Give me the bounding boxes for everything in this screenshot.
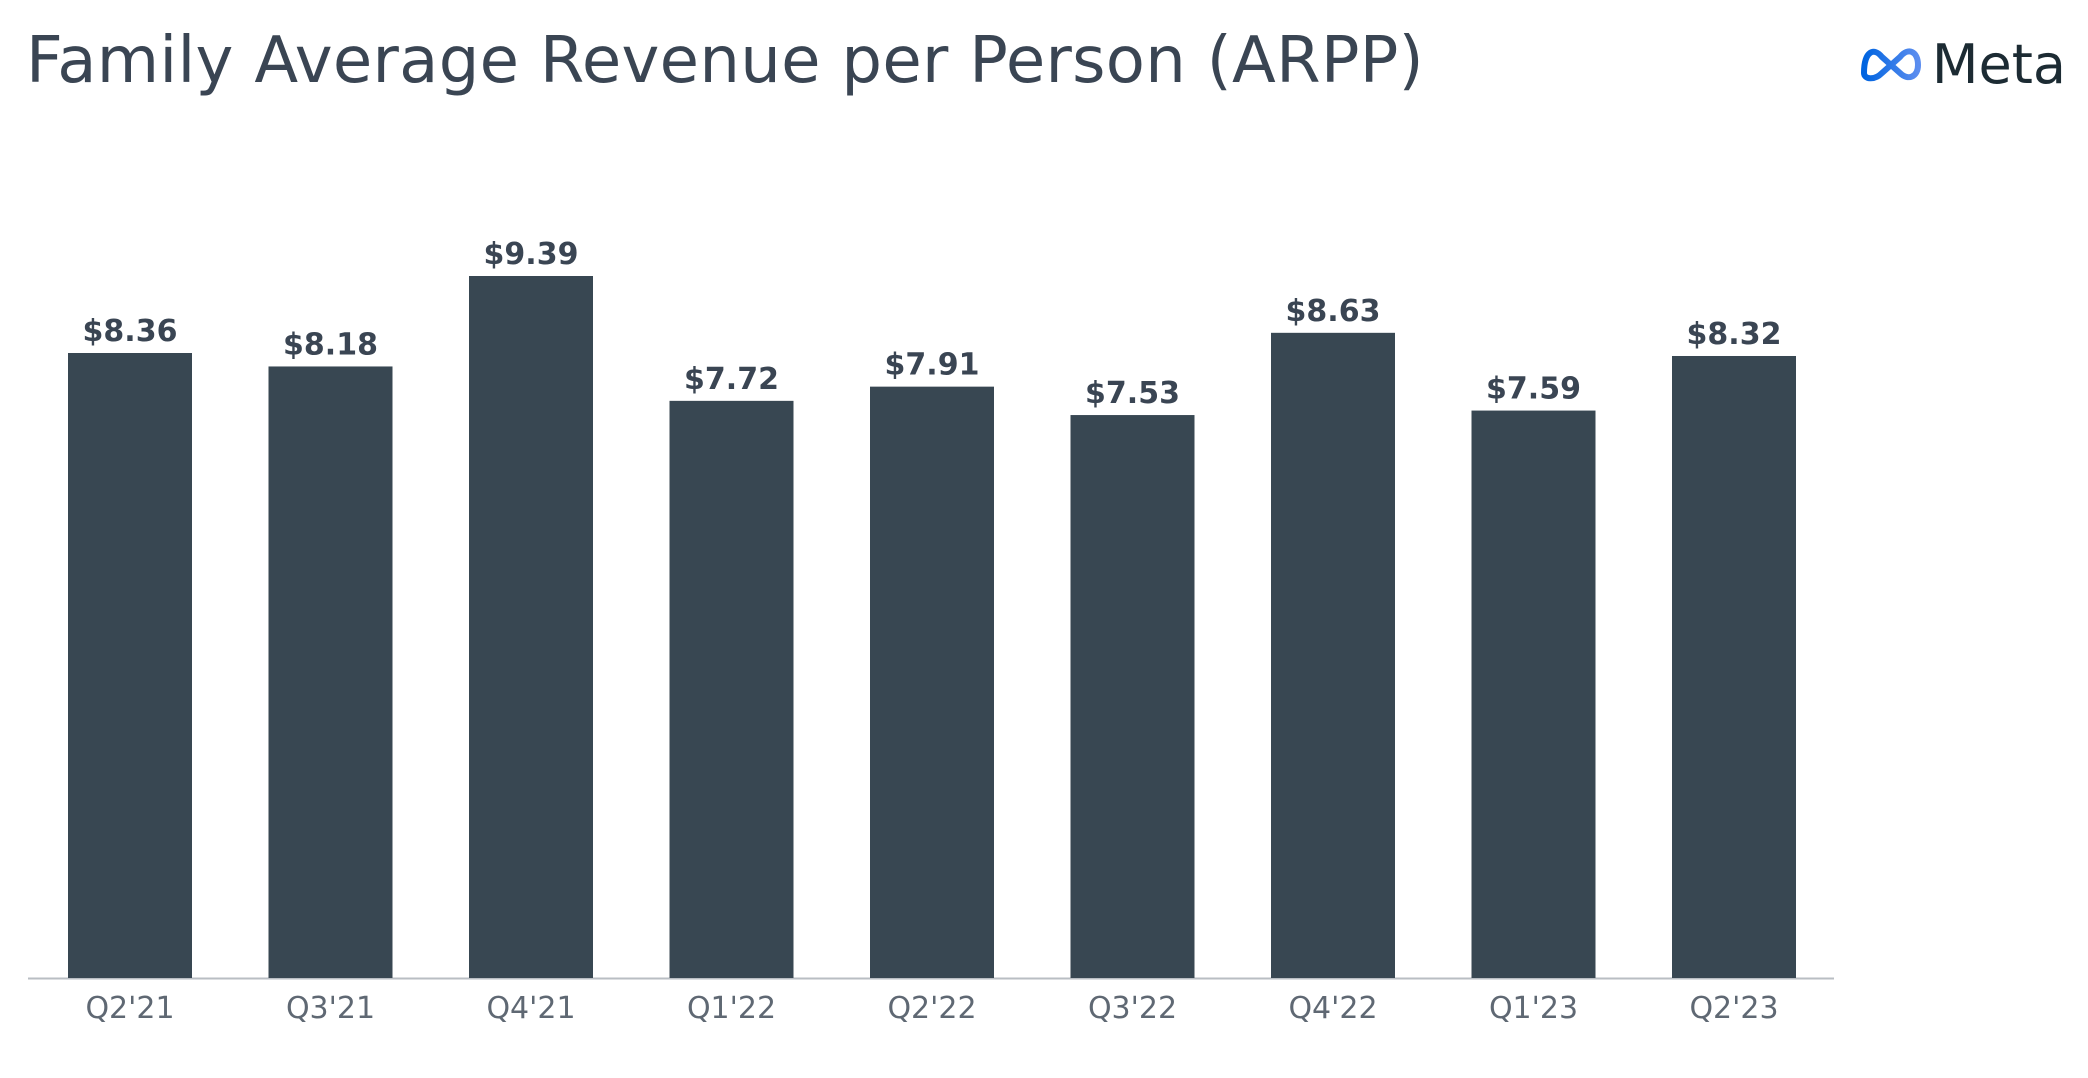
bar-4 xyxy=(870,386,994,978)
x-tick-label-3: Q1'22 xyxy=(687,991,776,1026)
bar-6 xyxy=(1271,332,1395,979)
bar-0 xyxy=(68,353,192,979)
data-label-7: $7.59 xyxy=(1486,372,1581,407)
x-tick-label-0: Q2'21 xyxy=(85,991,174,1026)
data-label-3: $7.72 xyxy=(684,362,779,397)
x-tick-label-5: Q3'22 xyxy=(1088,991,1177,1026)
bar-8 xyxy=(1672,355,1796,978)
bar-5 xyxy=(1070,415,1195,978)
x-tick-label-6: Q4'22 xyxy=(1288,991,1377,1026)
meta-infinity-icon xyxy=(1858,43,1924,87)
x-tick-label-8: Q2'23 xyxy=(1689,991,1778,1026)
page-title: Family Average Revenue per Person (ARPP) xyxy=(26,24,1424,98)
data-label-6: $8.63 xyxy=(1286,294,1381,329)
bar-7 xyxy=(1471,410,1596,978)
bar-3 xyxy=(669,400,794,978)
x-tick-label-2: Q4'21 xyxy=(486,991,575,1026)
bar-1 xyxy=(268,366,393,978)
x-tick-label-1: Q3'21 xyxy=(286,991,375,1026)
data-label-5: $7.53 xyxy=(1085,376,1180,411)
bar-2 xyxy=(469,276,593,978)
x-tick-label-4: Q2'22 xyxy=(887,991,976,1026)
data-label-0: $8.36 xyxy=(83,314,178,349)
data-label-8: $8.32 xyxy=(1687,317,1782,352)
data-label-2: $9.39 xyxy=(484,237,579,272)
data-label-1: $8.18 xyxy=(283,327,378,362)
data-label-4: $7.91 xyxy=(885,348,980,383)
x-tick-label-7: Q1'23 xyxy=(1489,991,1578,1026)
brand-logo: Meta xyxy=(1858,38,2066,92)
brand-name: Meta xyxy=(1931,33,2066,96)
